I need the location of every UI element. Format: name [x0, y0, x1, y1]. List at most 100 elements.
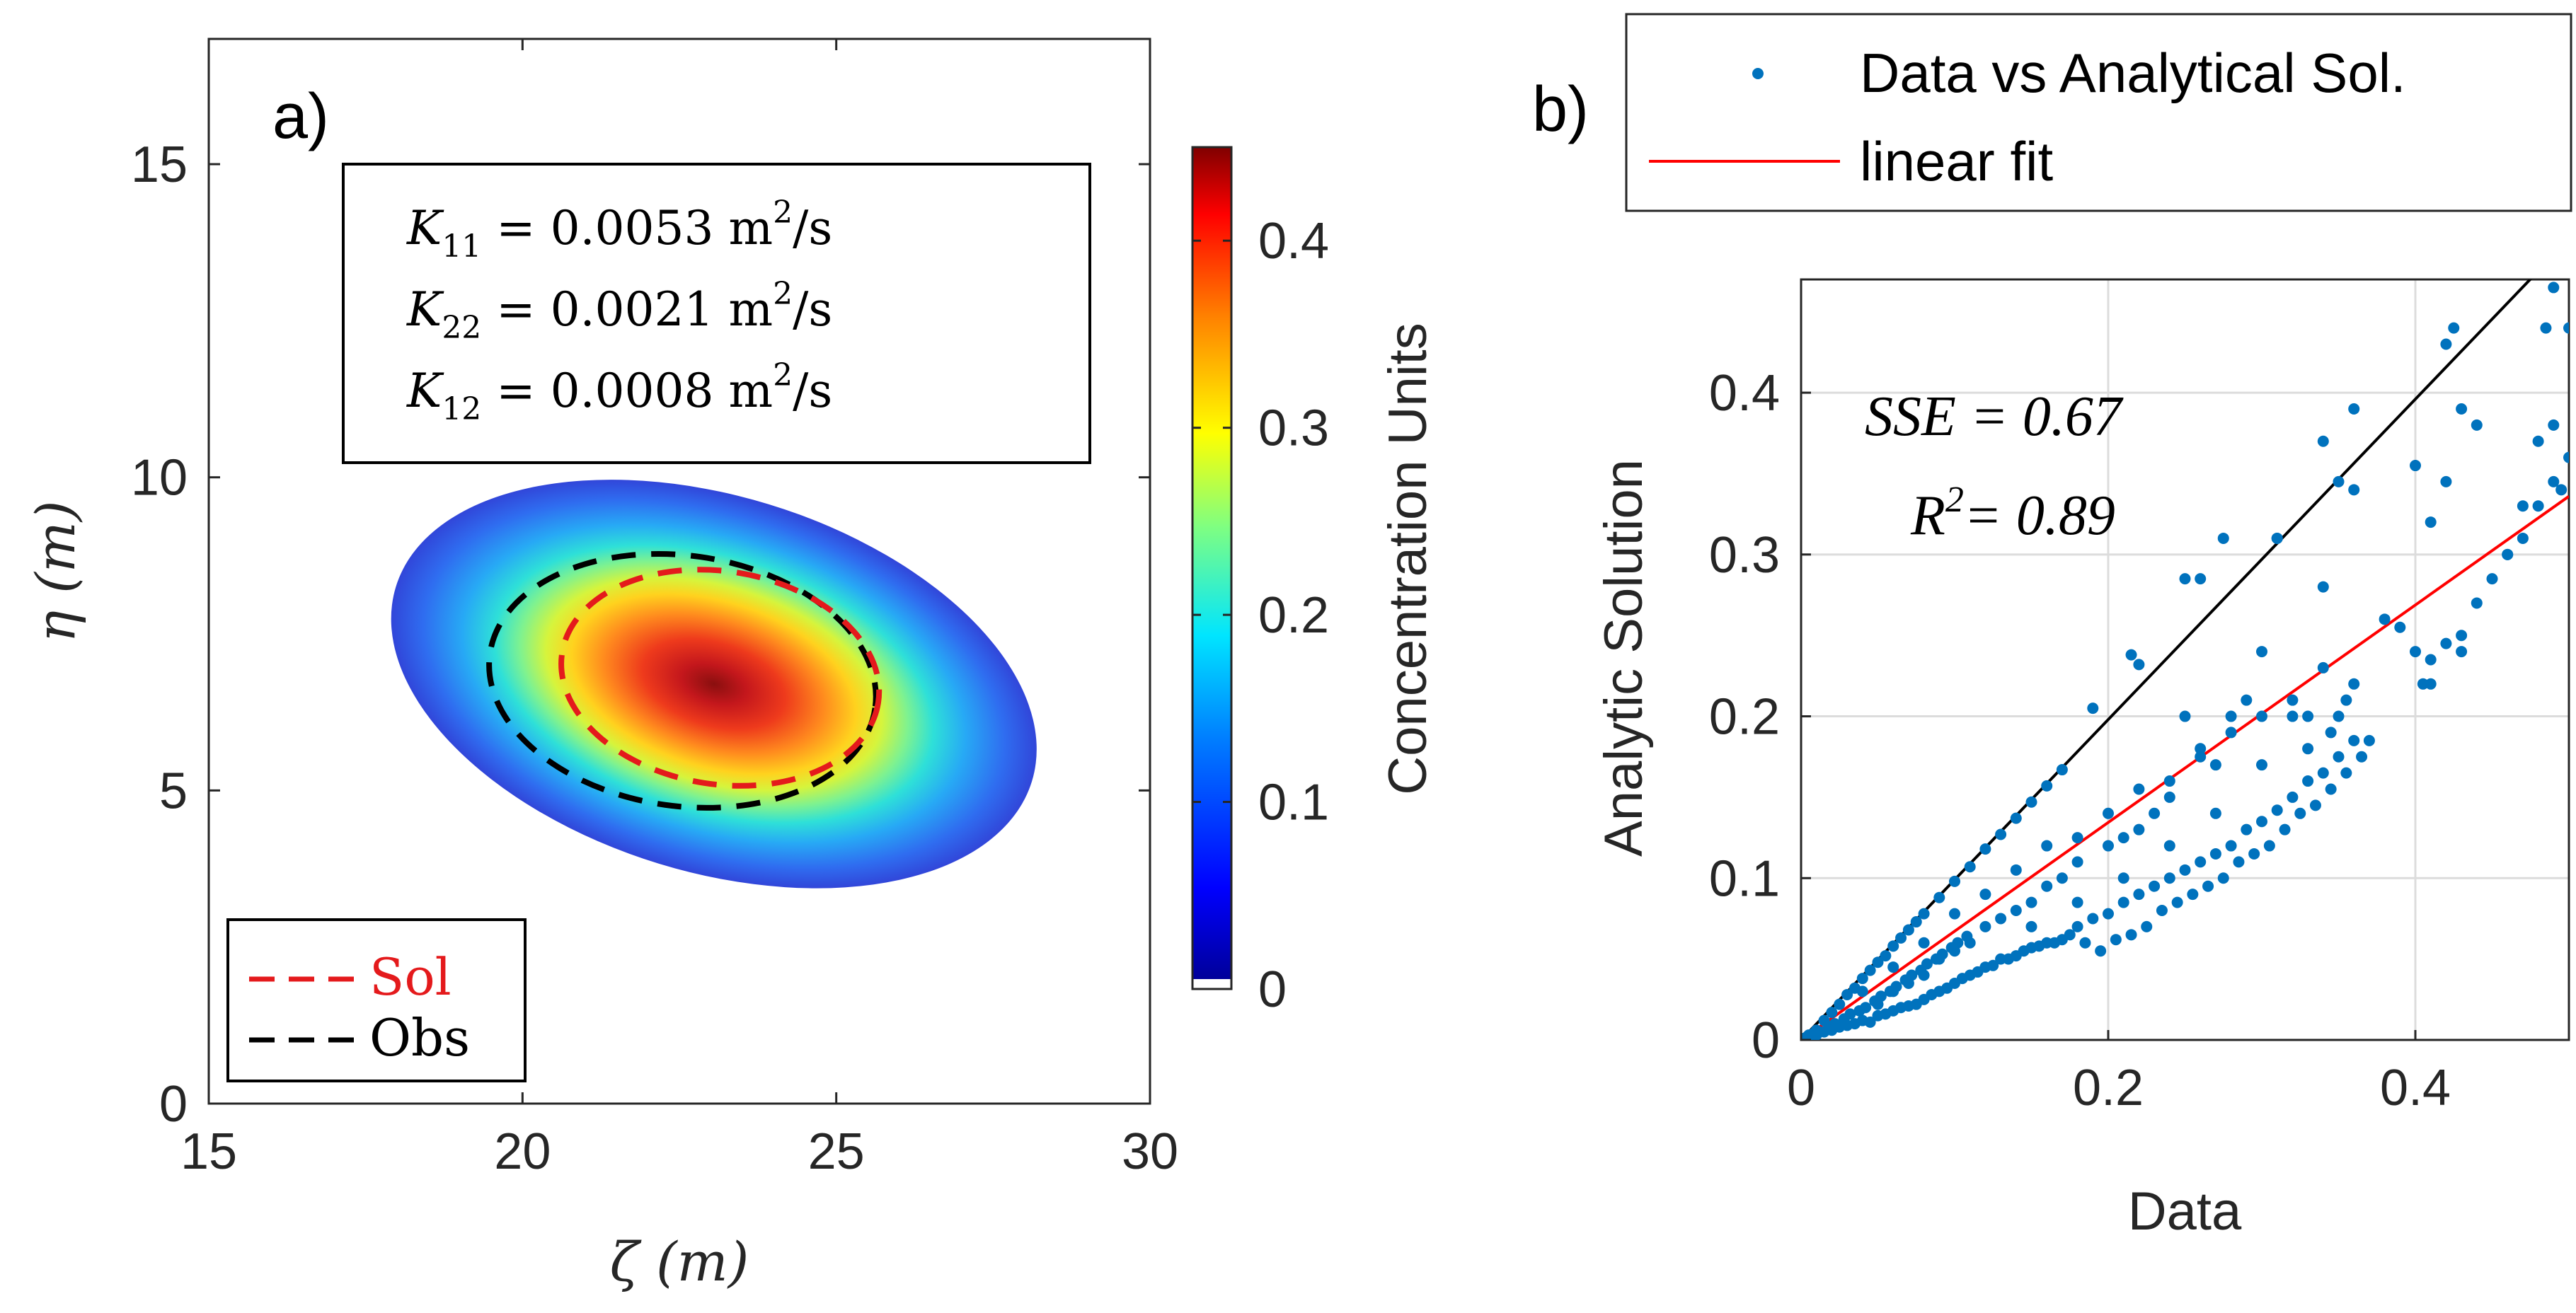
data-point [2133, 823, 2145, 835]
data-point [1979, 843, 1991, 855]
sol-contour [558, 567, 882, 789]
data-point [2348, 403, 2360, 415]
data-point [2256, 646, 2267, 658]
panel-a-xtick-label: 20 [494, 1123, 551, 1180]
data-point [2256, 816, 2267, 828]
panel-b-xlabel: Data [2128, 1181, 2242, 1242]
data-point [1933, 891, 1945, 903]
data-point [2103, 840, 2114, 852]
panel-b-ytick-label: 0 [1752, 1012, 1780, 1069]
sse-annotation: SSE = 0.67 [1865, 386, 2124, 448]
data-point [2317, 581, 2329, 593]
data-point [1902, 924, 1914, 936]
data-point [2187, 889, 2199, 901]
data-point [2087, 913, 2099, 925]
data-point [2103, 807, 2114, 819]
panel-b-axes-frame [1800, 278, 2570, 1041]
data-point [2225, 840, 2237, 852]
data-point [1906, 969, 1918, 981]
data-point [2217, 872, 2229, 884]
data-point [2195, 743, 2207, 755]
data-point [2133, 889, 2145, 901]
data-point [1860, 1002, 1872, 1014]
data-point [1961, 930, 1973, 942]
data-point [2548, 282, 2560, 294]
data-point [2279, 823, 2291, 835]
panel-b-ticks: 0 0.2 0.4 0 0.1 0.2 0.3 0.4 [1709, 365, 2451, 1116]
data-point [2333, 475, 2345, 487]
colorbar-tick-label: 0.4 [1258, 213, 1329, 270]
zeta-symbol: ζ (m) [610, 1230, 749, 1293]
data-point [1848, 1018, 1861, 1030]
data-point [1864, 964, 1876, 976]
data-point [1895, 1002, 1907, 1014]
data-point [2217, 532, 2229, 544]
data-point [2209, 848, 2221, 860]
concentration-field [391, 480, 1037, 889]
data-point [1834, 998, 1846, 1010]
data-point [2287, 710, 2299, 722]
data-point [2071, 856, 2083, 868]
data-point [1841, 988, 1853, 1000]
data-point [1949, 908, 1960, 920]
panel-b-label: b) [1532, 74, 1589, 145]
data-point [1844, 1008, 1856, 1020]
k-parameter-box-frame [342, 163, 1091, 464]
panel-b-xtick-label: 0.2 [2073, 1060, 2144, 1116]
data-point [2025, 796, 2037, 808]
data-point [2163, 775, 2175, 787]
data-point [1926, 988, 1938, 1000]
panel-a-ylabel: η (m) [24, 500, 87, 642]
data-point [1921, 958, 1933, 970]
data-point [2548, 475, 2560, 487]
data-point [2363, 734, 2375, 746]
data-point [2209, 759, 2221, 771]
data-point [2548, 419, 2560, 431]
data-point [2195, 856, 2207, 868]
data-point [1814, 1026, 1826, 1038]
data-point [2225, 727, 2237, 739]
data-point [2471, 419, 2483, 431]
data-point [2440, 475, 2452, 487]
data-point [2456, 403, 2468, 415]
data-point [2133, 783, 2145, 795]
data-point [2163, 872, 2175, 884]
legend-fit-label: linear fit [1860, 130, 2053, 192]
data-point [2117, 832, 2129, 844]
k11-line: K11 = 0.0053 m2/s [406, 195, 832, 265]
panel-b-ylabel: Analytic Solution [1594, 459, 1654, 857]
data-point [2517, 532, 2529, 544]
data-point [2171, 896, 2183, 908]
panel-b-legend-frame [1625, 13, 2572, 212]
concentration-plume [391, 480, 1037, 889]
data-point [1875, 990, 1887, 1002]
panel-b-xtick-label: 0.4 [2380, 1060, 2451, 1116]
data-point [2056, 872, 2068, 884]
data-point [2233, 856, 2245, 868]
data-points [1801, 282, 2569, 1040]
k22-line: K22 = 0.0021 m2/s [406, 276, 832, 346]
data-point [2425, 654, 2437, 666]
data-point [1872, 956, 1884, 968]
data-point [2095, 945, 2107, 957]
panel-a-label: a) [272, 81, 329, 152]
panel-b-xtick-label: 0 [1787, 1060, 1815, 1116]
panel-b-plot-area [1801, 279, 2569, 1040]
data-point [2087, 702, 2099, 715]
colorbar-label: Concentration Units [1378, 323, 1438, 794]
data-point [2309, 799, 2321, 811]
colorbar-zero-band [1192, 979, 1231, 989]
panel-a-xtick-label: 30 [1122, 1123, 1178, 1180]
data-point [1864, 1016, 1876, 1028]
data-point [1956, 973, 1968, 985]
data-point [2195, 751, 2207, 763]
data-point [1826, 1007, 1838, 1019]
data-point [1918, 908, 1930, 920]
data-point [2179, 710, 2191, 722]
data-point [1941, 982, 1953, 994]
data-point [2356, 751, 2368, 763]
data-point [1918, 937, 1930, 949]
data-point [2149, 880, 2161, 892]
r2-annotation: R2= 0.89 [1910, 480, 2115, 547]
